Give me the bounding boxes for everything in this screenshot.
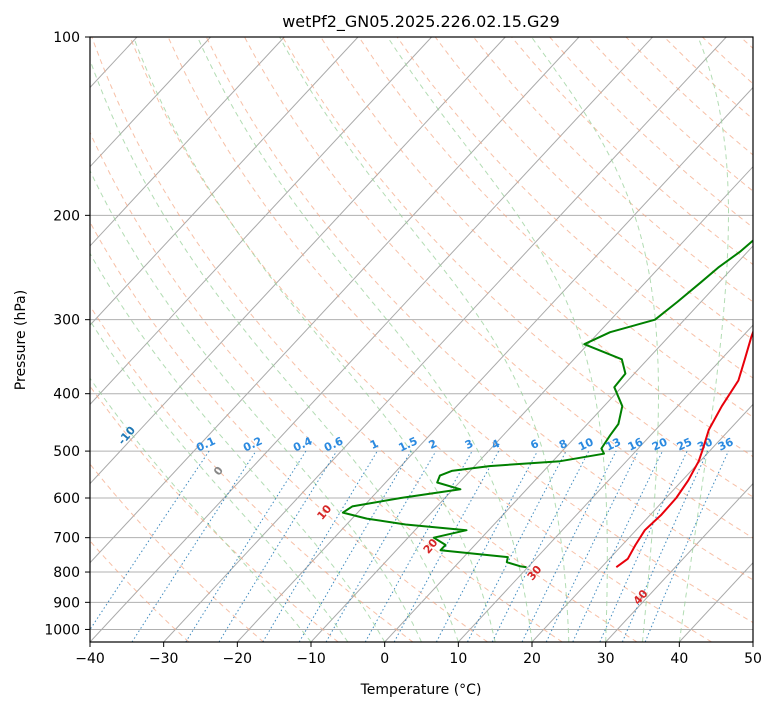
dry-adiabat-line bbox=[0, 37, 338, 642]
x-axis-label: Temperature (°C) bbox=[360, 682, 482, 698]
dry-adiabat-label: 40 bbox=[631, 587, 651, 607]
dry-adiabat-label: 10 bbox=[315, 502, 335, 522]
mixing-ratio-line bbox=[645, 451, 728, 642]
isotherm-line bbox=[679, 37, 775, 642]
mixing-ratio-label: 6 bbox=[528, 437, 541, 452]
x-tick-label: 0 bbox=[380, 651, 389, 667]
x-tick-label: 20 bbox=[523, 651, 541, 667]
mixing-ratio-line bbox=[132, 451, 256, 642]
mixing-ratio-line bbox=[263, 451, 378, 642]
y-tick-label: 800 bbox=[53, 565, 80, 581]
dry-adiabat-line bbox=[321, 37, 775, 642]
x-tick-label: −40 bbox=[75, 651, 105, 667]
mixing-ratio-line bbox=[546, 451, 638, 642]
mixing-ratio-line bbox=[600, 451, 687, 642]
x-tick-label: −10 bbox=[296, 651, 326, 667]
dry-adiabat-label: -20 bbox=[29, 386, 52, 410]
y-tick-label: 300 bbox=[53, 313, 80, 329]
y-tick-label: 200 bbox=[53, 208, 80, 224]
isotherm-line bbox=[237, 37, 775, 642]
moist-adiabat-line bbox=[679, 37, 728, 642]
y-axis-label: Pressure (hPa) bbox=[13, 290, 29, 390]
y-tick-label: 600 bbox=[53, 491, 80, 507]
dewpoint-profile-line bbox=[343, 37, 775, 567]
dry-adiabat-line bbox=[0, 37, 413, 642]
mixing-ratio-line bbox=[492, 451, 589, 642]
isotherm-line bbox=[90, 37, 653, 642]
mixing-ratio-label: 8 bbox=[557, 437, 569, 452]
moist-adiabat-line bbox=[82, 37, 458, 642]
y-tick-label: 1000 bbox=[44, 622, 80, 638]
mixing-ratio-line bbox=[394, 451, 499, 642]
isotherm-line bbox=[16, 37, 579, 642]
x-tick-label: 30 bbox=[597, 651, 615, 667]
mixing-ratio-label: 1 bbox=[368, 437, 380, 452]
y-tick-label: 400 bbox=[53, 387, 80, 403]
dry-adiabat-line bbox=[550, 37, 775, 642]
dry-adiabat-label: 0 bbox=[211, 464, 226, 478]
dry-adiabat-line bbox=[741, 37, 775, 642]
y-tick-label: 700 bbox=[53, 531, 80, 547]
isotherm-line bbox=[0, 37, 211, 642]
y-tick-label: 900 bbox=[53, 595, 80, 611]
y-tick-label: 500 bbox=[53, 444, 80, 460]
isotherm-line bbox=[0, 37, 63, 642]
dry-adiabat-label: -10 bbox=[115, 424, 138, 448]
isotherm-line bbox=[0, 37, 432, 642]
mixing-ratio-label: 3 bbox=[463, 437, 475, 452]
dry-adiabat-line bbox=[168, 37, 775, 642]
x-tick-label: 10 bbox=[449, 651, 467, 667]
moist-adiabat-line bbox=[5, 37, 385, 642]
y-tick-label: 100 bbox=[53, 30, 80, 46]
dry-adiabat-line bbox=[702, 37, 775, 642]
dry-adiabat-line bbox=[664, 37, 775, 642]
x-tick-label: −30 bbox=[149, 651, 179, 667]
moist-adiabat-line bbox=[0, 37, 311, 642]
dry-adiabat-label: 30 bbox=[525, 563, 545, 583]
dry-adiabat-line bbox=[512, 37, 775, 642]
x-tick-label: 40 bbox=[670, 651, 688, 667]
chart-title: wetPf2_GN05.2025.226.02.15.G29 bbox=[282, 12, 560, 32]
temperature-profile-line bbox=[616, 37, 775, 567]
mixing-ratio-line bbox=[299, 451, 411, 642]
mixing-ratio-line bbox=[573, 451, 663, 642]
isotherm-line bbox=[753, 37, 775, 642]
x-tick-label: −20 bbox=[223, 651, 253, 667]
dry-adiabat-line bbox=[283, 37, 775, 642]
mixing-ratio-line bbox=[365, 451, 472, 642]
isotherm-line bbox=[0, 37, 358, 642]
moist-adiabat-line bbox=[40, 37, 421, 642]
mixing-ratio-line bbox=[436, 451, 537, 642]
mixing-ratio-label: 2 bbox=[427, 437, 439, 452]
x-tick-label: 50 bbox=[744, 651, 762, 667]
